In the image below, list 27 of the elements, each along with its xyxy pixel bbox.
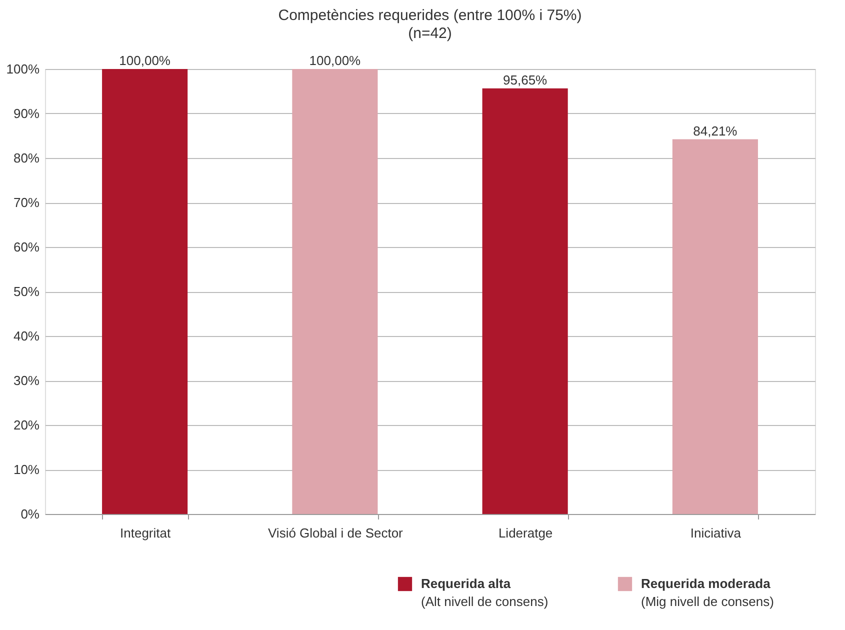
legend-label: Requerida alta (Alt nivell de consens) <box>421 576 548 609</box>
x-tick-label: Iniciativa <box>690 526 742 540</box>
bar <box>672 139 758 514</box>
y-tick-label: 60% <box>13 240 40 254</box>
legend-label: Requerida moderada (Mig nivell de consens) <box>641 576 774 609</box>
chart-title: Competències requerides (entre 100% i 75%) <box>278 7 582 24</box>
bar <box>482 88 568 514</box>
data-label: 100,00% <box>119 53 171 68</box>
bar <box>102 69 188 514</box>
y-tick-label: 70% <box>13 195 40 210</box>
bar <box>292 69 378 514</box>
x-tick-label: Integritat <box>120 526 171 540</box>
y-tick-label: 50% <box>13 284 40 299</box>
chart-subtitle: (n=42) <box>408 25 452 42</box>
y-tick-label: 40% <box>13 328 40 344</box>
y-tick-label: 20% <box>13 418 40 432</box>
data-label: 95,65% <box>503 72 548 88</box>
y-tick-label: 80% <box>13 150 40 166</box>
y-tick-label: 90% <box>13 106 40 121</box>
y-tick-label: 10% <box>13 462 40 477</box>
y-tick-label: 100% <box>6 62 40 76</box>
x-tick-label: Visió Global i de Sector <box>268 526 404 540</box>
y-tick-label: 30% <box>13 373 40 388</box>
data-label: 84,21% <box>693 123 738 138</box>
y-tick-label: 0% <box>20 506 40 522</box>
data-label: 100,00% <box>309 53 362 68</box>
x-tick-label: Lideratge <box>498 526 553 540</box>
